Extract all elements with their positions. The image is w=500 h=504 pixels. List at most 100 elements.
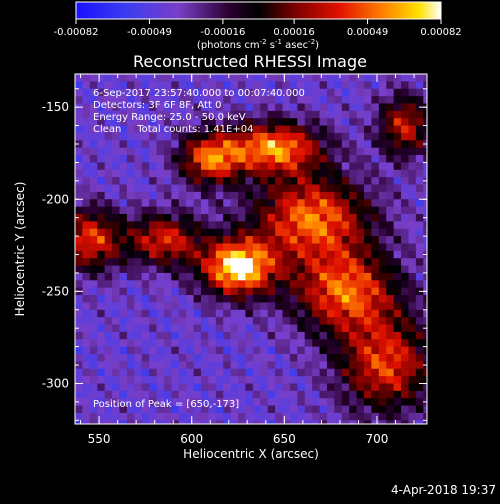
heatmap-cell	[371, 236, 380, 245]
heatmap-cell	[319, 302, 328, 311]
heatmap-cell	[171, 331, 180, 340]
heatmap-cell	[156, 199, 165, 208]
heatmap-cell	[223, 346, 232, 355]
heatmap-cell	[364, 405, 373, 414]
heatmap-cell	[304, 398, 313, 407]
heatmap-cell	[304, 236, 313, 245]
heatmap-cell	[141, 309, 150, 318]
heatmap-cell	[97, 177, 106, 186]
heatmap-cell	[208, 346, 217, 355]
heatmap-cell	[171, 214, 180, 222]
heatmap-cell	[349, 398, 358, 407]
heatmap-cell	[349, 302, 358, 311]
heatmap-cell	[156, 346, 165, 355]
heatmap-cell	[282, 103, 291, 112]
heatmap-cell	[297, 250, 306, 259]
heatmap-cell	[186, 280, 195, 289]
heatmap-cell	[401, 177, 410, 186]
heatmap-cell	[178, 280, 187, 289]
heatmap-cell	[341, 383, 350, 392]
heatmap-cell	[75, 191, 84, 200]
heatmap-cell	[178, 331, 187, 340]
heatmap-cell	[186, 132, 195, 141]
heatmap-cell	[97, 110, 106, 119]
heatmap-cell	[75, 250, 84, 259]
heatmap-cell	[378, 191, 387, 200]
heatmap-cell	[82, 287, 91, 296]
heatmap-cell	[223, 140, 232, 149]
heatmap-cell	[297, 405, 306, 414]
heatmap-cell	[163, 331, 172, 340]
heatmap-cell	[163, 339, 172, 348]
heatmap-cell	[349, 346, 358, 355]
heatmap-cell	[349, 272, 358, 281]
heatmap-cell	[245, 214, 254, 222]
heatmap-cell	[326, 103, 335, 112]
heatmap-cell	[415, 295, 424, 304]
heatmap-cell	[171, 309, 180, 318]
heatmap-cell	[163, 177, 172, 186]
heatmap-cell	[149, 88, 158, 97]
heatmap-cell	[215, 361, 224, 370]
heatmap-cell	[230, 331, 239, 340]
heatmap-cell	[156, 191, 165, 200]
heatmap-cell	[193, 169, 202, 178]
heatmap-cell	[238, 169, 247, 178]
heatmap-cell	[82, 140, 91, 149]
heatmap-cell	[275, 376, 284, 385]
heatmap-cell	[378, 199, 387, 208]
heatmap-cell	[134, 177, 143, 186]
heatmap-cell	[89, 169, 98, 178]
heatmap-cell	[156, 140, 165, 149]
heatmap-cell	[156, 420, 165, 424]
heatmap-cell	[193, 228, 202, 237]
heatmap-cell	[289, 184, 298, 193]
heatmap-cell	[104, 191, 113, 200]
heatmap-cell	[393, 250, 402, 259]
heatmap-cell	[82, 258, 91, 267]
heatmap-cell	[163, 346, 172, 355]
heatmap-cell	[371, 324, 380, 333]
heatmap-cell	[126, 390, 135, 399]
heatmap-cell	[260, 361, 269, 370]
heatmap-cell	[304, 191, 313, 200]
heatmap-cell	[371, 155, 380, 164]
heatmap-cell	[75, 361, 84, 370]
heatmap-cell	[200, 118, 209, 127]
heatmap-cell	[297, 191, 306, 200]
heatmap-cell	[104, 103, 113, 112]
heatmap-cell	[408, 147, 417, 156]
heatmap-cell	[334, 331, 343, 340]
heatmap-cell	[260, 214, 269, 222]
heatmap-cell	[378, 118, 387, 127]
heatmap-cell	[275, 420, 284, 424]
heatmap-cell	[260, 331, 269, 340]
heatmap-cell	[386, 162, 395, 171]
heatmap-cell	[89, 177, 98, 186]
heatmap-cell	[401, 118, 410, 127]
heatmap-cell	[186, 420, 195, 424]
heatmap-cell	[401, 398, 410, 407]
heatmap-cell	[289, 191, 298, 200]
heatmap-cell	[386, 74, 395, 82]
heatmap-cell	[149, 228, 158, 237]
heatmap-cell	[89, 420, 98, 424]
heatmap-cell	[215, 155, 224, 164]
heatmap-cell	[141, 324, 150, 333]
heatmap-cell	[193, 324, 202, 333]
heatmap-cell	[371, 162, 380, 171]
heatmap-cell	[341, 103, 350, 112]
heatmap-cell	[193, 398, 202, 407]
heatmap-cell	[408, 221, 417, 230]
heatmap-cell	[193, 339, 202, 348]
heatmap-cell	[341, 412, 350, 421]
heatmap-cell	[186, 265, 195, 274]
heatmap-cell	[186, 206, 195, 215]
heatmap-cell	[223, 103, 232, 112]
heatmap-cell	[252, 110, 261, 119]
heatmap-cell	[371, 199, 380, 208]
heatmap-cell	[163, 140, 172, 149]
heatmap-cell	[104, 169, 113, 178]
heatmap-cell	[238, 214, 247, 222]
heatmap-cell	[119, 214, 128, 222]
